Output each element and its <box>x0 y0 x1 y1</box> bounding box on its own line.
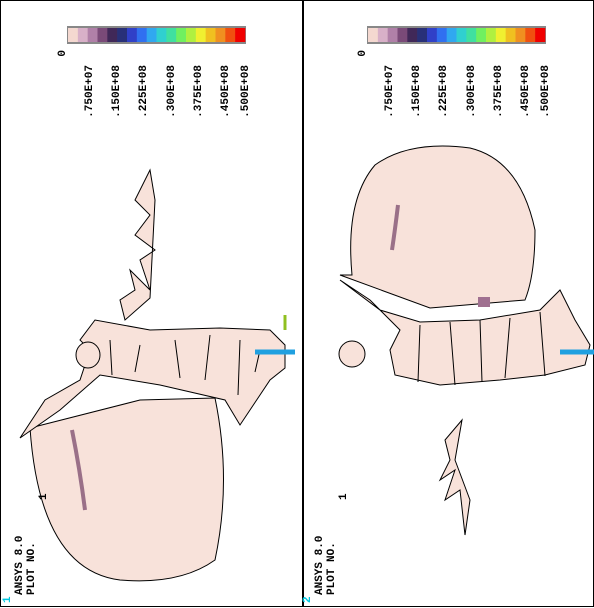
legend-label: .450E+08 <box>220 65 232 118</box>
colorbar-swatch <box>486 28 496 42</box>
colorbar-swatch <box>206 28 216 42</box>
colorbar-swatch <box>98 28 108 42</box>
legend-label: .375E+08 <box>493 65 505 118</box>
colorbar-swatch <box>398 28 408 42</box>
colorbar-swatch <box>437 28 447 42</box>
colorbar-swatch <box>157 28 167 42</box>
legend-label: .225E+08 <box>138 65 150 118</box>
legend-label: .150E+08 <box>411 65 423 118</box>
colorbar-swatch <box>107 28 117 42</box>
colorbar-swatch <box>166 28 176 42</box>
colorbar-swatch <box>225 28 235 42</box>
screenshot: 0 .750E+07 .150E+08 .225E+08 .300E+08 .375E+0… <box>0 0 594 608</box>
colorbar-swatch <box>68 28 78 42</box>
window-number: 2 <box>302 596 314 603</box>
colorbar-swatch <box>216 28 226 42</box>
legend-label: .750E+07 <box>84 65 96 118</box>
colorbar-swatch <box>457 28 467 42</box>
colorbar-swatch <box>186 28 196 42</box>
plot-label: PLOT NO. <box>326 542 338 595</box>
colorbar-swatch <box>417 28 427 42</box>
plot-number: 1 <box>338 493 350 500</box>
colorbar-swatch <box>235 28 245 42</box>
colorbar-swatch <box>407 28 417 42</box>
colorbar-swatch <box>78 28 88 42</box>
colorbar-swatch <box>147 28 157 42</box>
colorbar-swatch <box>427 28 437 42</box>
colorbar-swatch <box>506 28 516 42</box>
plot-number: 1 <box>38 493 50 500</box>
colorbar-swatch <box>466 28 476 42</box>
legend-label: .150E+08 <box>111 65 123 118</box>
colorbar-swatch <box>525 28 535 42</box>
plot-label: PLOT NO. <box>26 542 38 595</box>
colorbar-swatch <box>516 28 526 42</box>
colorbar-swatch <box>368 28 378 42</box>
legend-label: .500E+08 <box>240 65 252 118</box>
colorbar-swatch <box>447 28 457 42</box>
colorbar-swatch <box>535 28 545 42</box>
colorbar-swatch <box>196 28 206 42</box>
colorbar-swatch <box>127 28 137 42</box>
window-number: 1 <box>2 596 14 603</box>
legend-label: .500E+08 <box>540 65 552 118</box>
colorbar-swatch <box>137 28 147 42</box>
colorbar-swatch <box>176 28 186 42</box>
colorbar-swatch <box>496 28 506 42</box>
software-label: ANSYS 8.0 <box>314 536 326 595</box>
legend-label: .750E+07 <box>384 65 396 118</box>
colorbar-swatch <box>476 28 486 42</box>
legend-label: .300E+08 <box>166 65 178 118</box>
colorbar-swatch <box>388 28 398 42</box>
legend-label: 0 <box>357 50 369 57</box>
software-label: ANSYS 8.0 <box>14 536 26 595</box>
legend-label: 0 <box>57 50 69 57</box>
colorbar-swatch <box>378 28 388 42</box>
legend-label: .225E+08 <box>438 65 450 118</box>
legend-label: .375E+08 <box>193 65 205 118</box>
colorbar-swatch <box>117 28 127 42</box>
legend-label: .300E+08 <box>466 65 478 118</box>
legend-label: .450E+08 <box>520 65 532 118</box>
colorbar-swatch <box>88 28 98 42</box>
